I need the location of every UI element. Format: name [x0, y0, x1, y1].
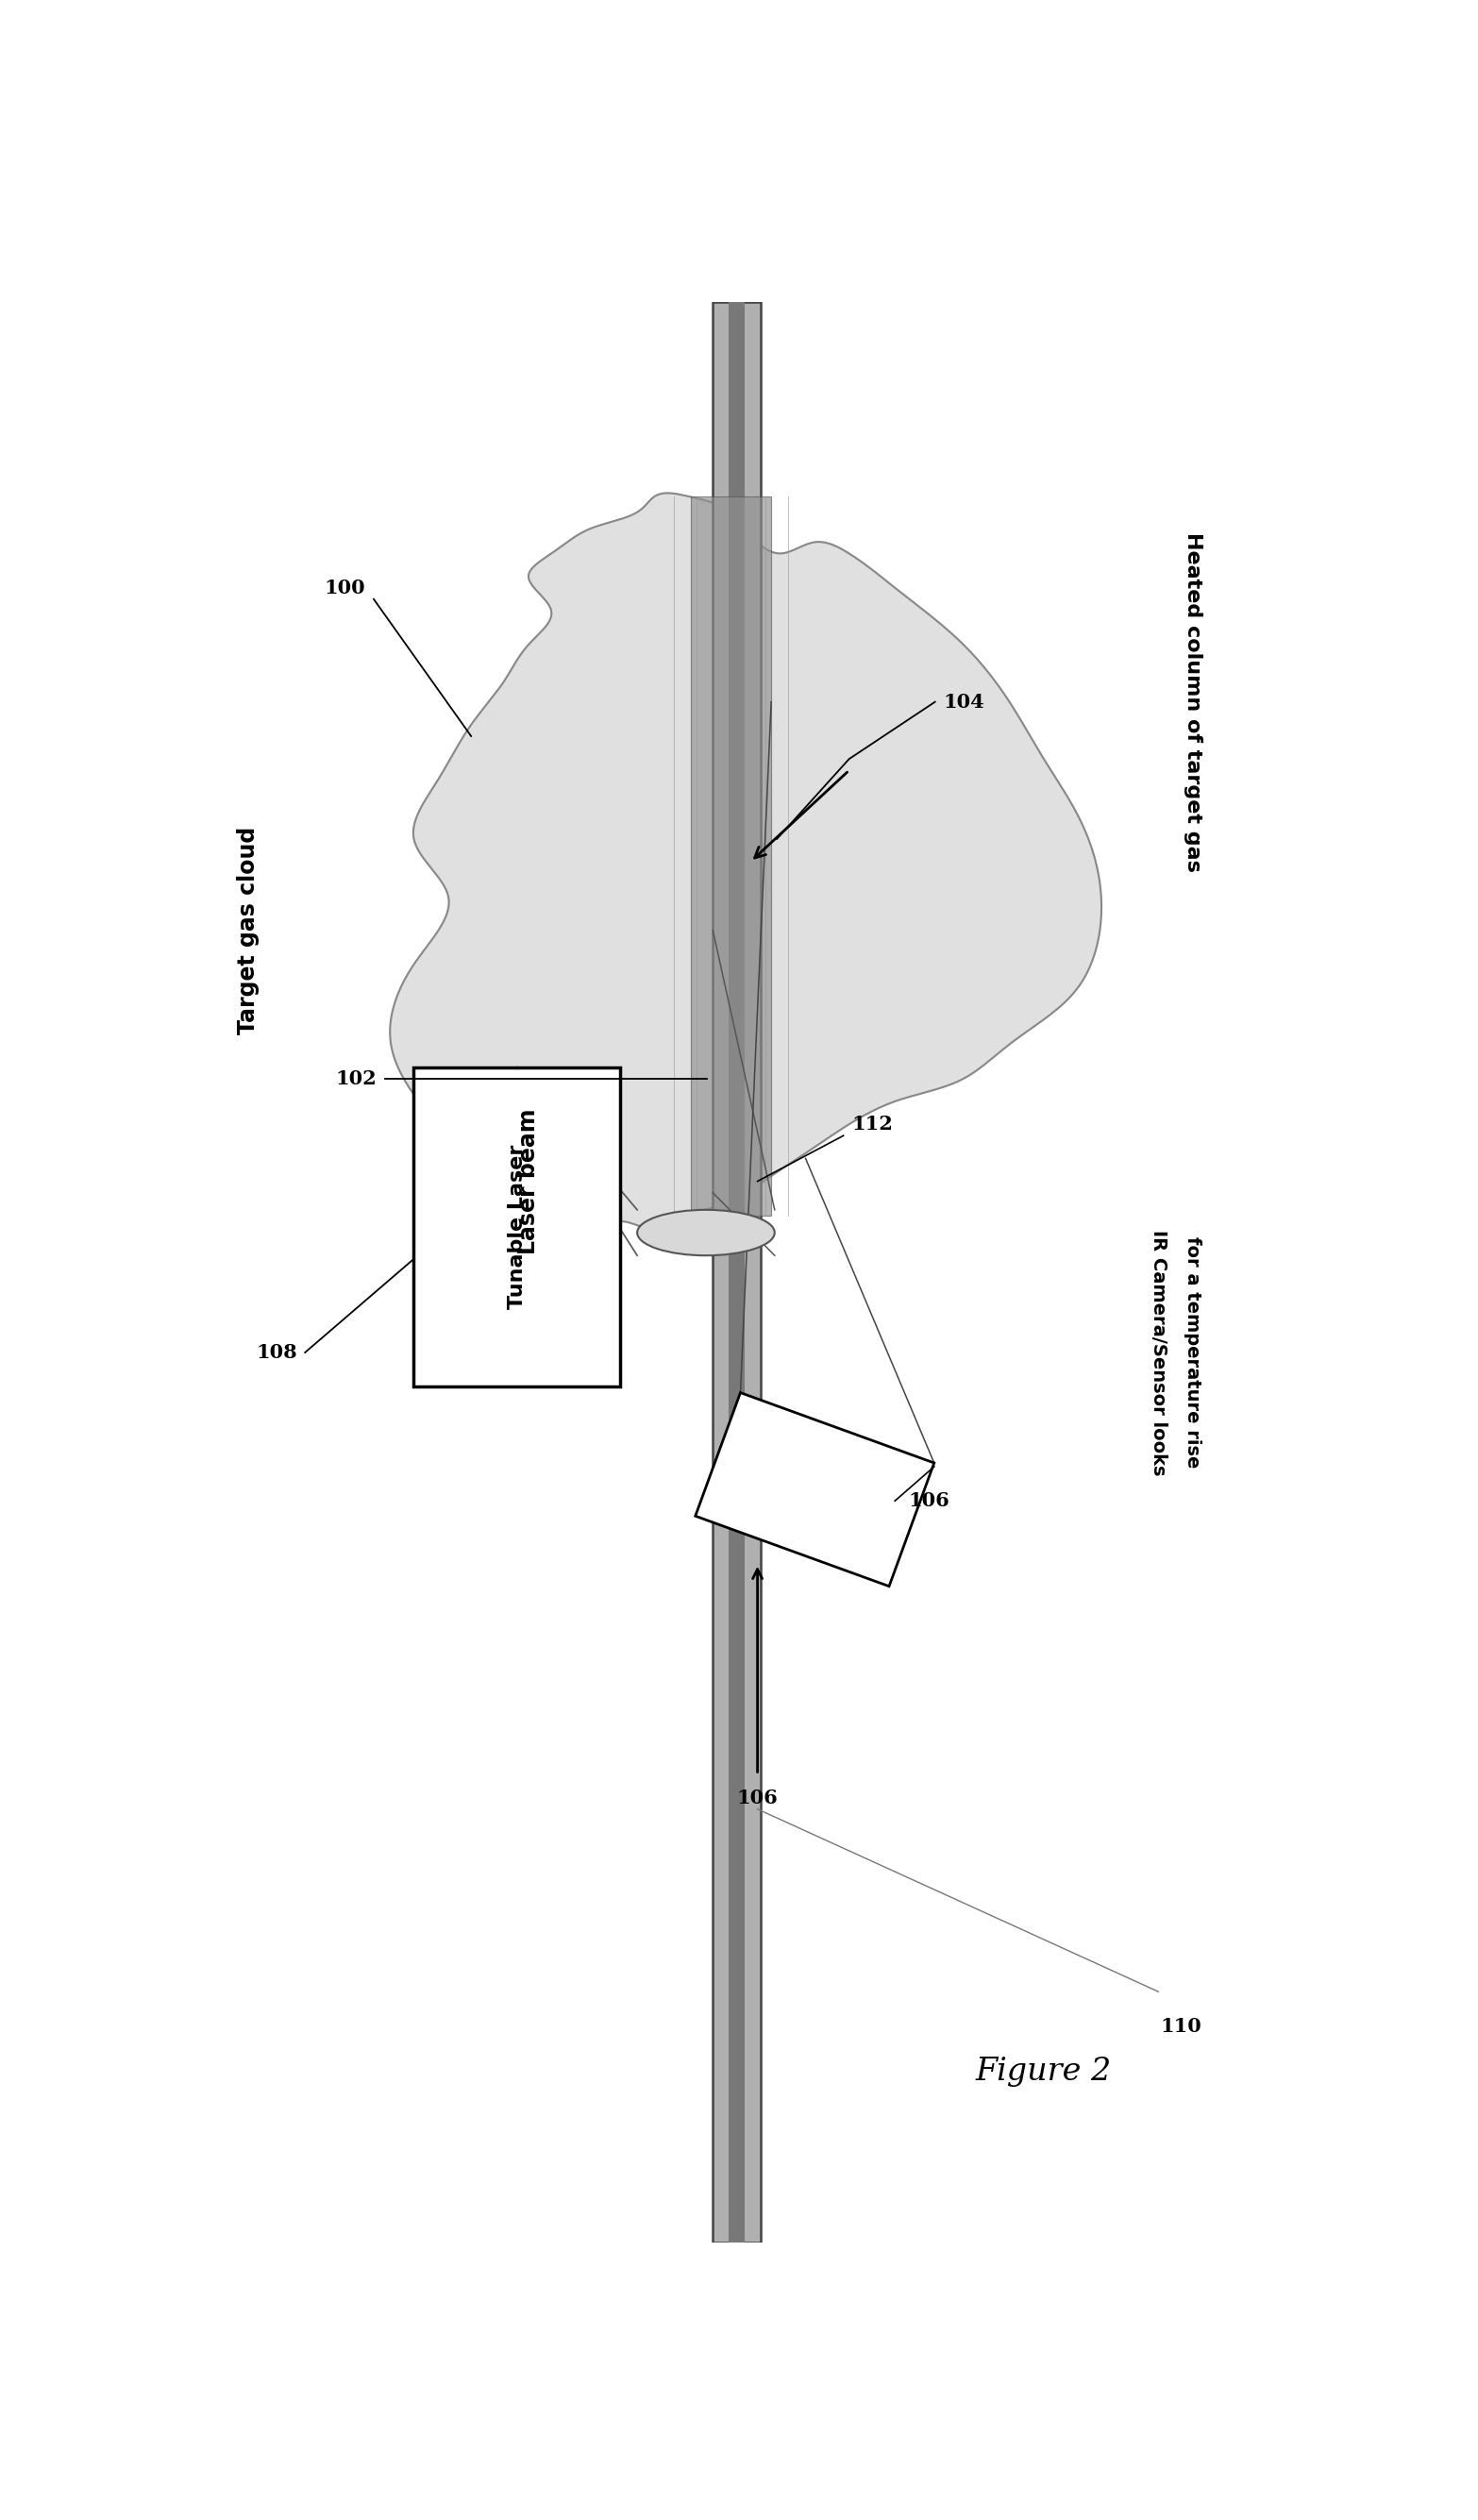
- Text: 108: 108: [256, 1343, 297, 1361]
- Polygon shape: [695, 1394, 934, 1585]
- Text: 102: 102: [336, 1068, 377, 1089]
- Text: Laser beam: Laser beam: [517, 1109, 539, 1255]
- Text: Heated column of target gas: Heated column of target gas: [1184, 532, 1202, 872]
- Text: Tunable Laser: Tunable Laser: [507, 1144, 526, 1310]
- Text: 100: 100: [325, 577, 365, 597]
- Text: Target gas cloud: Target gas cloud: [236, 827, 259, 1033]
- Ellipse shape: [637, 1210, 774, 1255]
- Text: 104: 104: [943, 693, 984, 711]
- Polygon shape: [390, 494, 1101, 1227]
- Text: Figure 2: Figure 2: [975, 2056, 1111, 2087]
- Text: 110: 110: [1160, 2016, 1202, 2036]
- Text: IR Camera/Sensor looks: IR Camera/Sensor looks: [1150, 1230, 1168, 1474]
- Text: 106: 106: [909, 1492, 950, 1509]
- Text: for a temperature rise: for a temperature rise: [1184, 1237, 1202, 1469]
- Bar: [692, 496, 772, 1215]
- Bar: [414, 1066, 621, 1386]
- Bar: [712, 302, 761, 2243]
- Text: 106: 106: [738, 1789, 777, 1807]
- Text: 112: 112: [851, 1114, 893, 1134]
- Bar: [729, 302, 745, 2243]
